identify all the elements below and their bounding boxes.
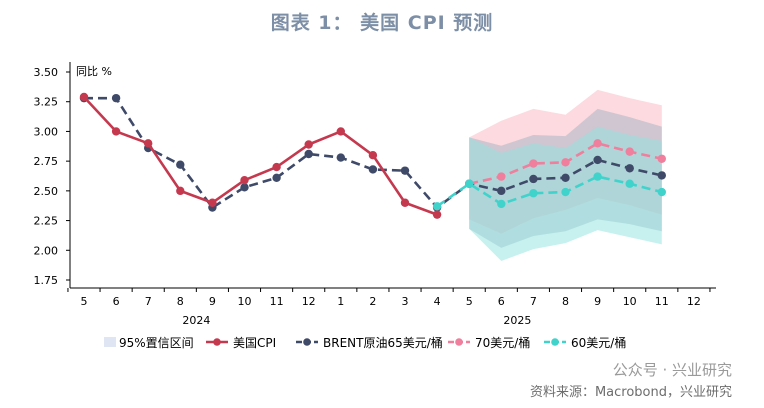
- x-tick-label: 9: [209, 295, 216, 308]
- x-tick-label: 4: [434, 295, 441, 308]
- cpi-line: [83, 96, 438, 216]
- x-tick-label: 1: [337, 295, 344, 308]
- x-tick-label: 6: [498, 295, 505, 308]
- legend: 95%置信区间 美国CPI BRENT原油65美元/桶 70美元/桶 60美元/桶: [104, 335, 626, 350]
- brent70-point: [497, 172, 506, 181]
- cpi-point: [79, 92, 89, 102]
- y-tick-label: 1.75: [34, 274, 59, 287]
- cpi-point: [208, 198, 217, 207]
- year-label: 2024: [182, 314, 210, 327]
- brent70-point: [625, 147, 634, 156]
- source-note: 公众号 · 兴业研究 资料来源：Macrobond，兴业研究: [529, 361, 732, 400]
- brent65-point: [176, 160, 185, 169]
- x-tick-label: 5: [466, 295, 473, 308]
- x-tick-label: 6: [113, 295, 120, 308]
- legend-label: 95%置信区间: [119, 336, 194, 350]
- legend-label: 60美元/桶: [571, 335, 626, 350]
- brent65-point: [625, 164, 634, 173]
- brent65-point: [400, 166, 410, 175]
- brent60-point: [497, 199, 506, 209]
- brent65-point: [657, 171, 666, 180]
- cpi-point: [176, 186, 185, 196]
- brent65-point: [529, 174, 538, 184]
- brent60-point: [657, 187, 666, 197]
- legend-marker: [455, 338, 463, 346]
- x-tick-label: 10: [238, 295, 252, 308]
- y-axis-label: 同比 %: [76, 65, 112, 78]
- y-tick-label: 3.50: [34, 66, 59, 79]
- brent65-point: [304, 149, 313, 159]
- brent65-point: [561, 173, 570, 182]
- x-tick-label: 3: [402, 295, 409, 308]
- chart-title: 图表 1： 美国 CPI 预测: [270, 12, 494, 34]
- cpi-point: [272, 162, 281, 172]
- cpi-point: [144, 139, 153, 148]
- x-tick-label: 9: [594, 295, 601, 308]
- x-tick-label: 7: [145, 295, 152, 308]
- y-tick-label: 2.50: [34, 185, 59, 198]
- y-tick-label: 2.75: [34, 155, 59, 168]
- y-tick-label: 3.25: [34, 96, 59, 109]
- legend-swatch: [104, 337, 116, 347]
- brent70-point: [561, 158, 570, 167]
- y-ticks: 3.50 3.25 3.00 2.75 2.50 2.25 2.00 1.75: [34, 66, 70, 287]
- watermark: 公众号 · 兴业研究: [612, 361, 732, 379]
- x-tick-label: 11: [655, 295, 669, 308]
- y-tick-label: 2.25: [34, 215, 59, 228]
- brent65-point: [336, 153, 345, 162]
- source-text: 资料来源：Macrobond，兴业研究: [529, 385, 732, 400]
- cpi-point: [400, 198, 410, 207]
- brent60-point: [625, 179, 634, 188]
- legend-marker: [551, 338, 559, 346]
- legend-marker: [303, 338, 311, 346]
- series: [79, 92, 666, 219]
- x-tick-label: 8: [177, 295, 184, 308]
- cpi-point: [304, 140, 313, 149]
- x-tick-label: 2: [369, 295, 376, 308]
- legend-label: 70美元/桶: [475, 335, 530, 350]
- x-tick-label: 12: [687, 295, 701, 308]
- brent60-point: [593, 172, 602, 181]
- x-tick-label: 5: [81, 295, 88, 308]
- legend-label: 美国CPI: [233, 336, 276, 350]
- brent65-point: [497, 186, 506, 196]
- y-tick-label: 3.00: [34, 125, 59, 138]
- brent65-point: [272, 173, 281, 182]
- x-tick-label: 8: [562, 295, 569, 308]
- brent70-point: [593, 139, 602, 148]
- legend-marker: [213, 338, 221, 346]
- x-tick-label: 10: [623, 295, 637, 308]
- y-tick-label: 2.00: [34, 244, 59, 257]
- x-tick-label: 11: [270, 295, 284, 308]
- cpi-point: [111, 127, 121, 136]
- year-label: 2025: [503, 314, 531, 327]
- cpi-point: [336, 127, 345, 136]
- cpi-point: [432, 210, 442, 219]
- brent65-point: [593, 155, 602, 165]
- brent65-point: [240, 183, 249, 192]
- legend-label: BRENT原油65美元/桶: [323, 335, 443, 350]
- brent60-line: [436, 175, 663, 208]
- axes: 同比 %: [69, 62, 716, 289]
- brent60-point: [465, 179, 474, 188]
- brent60-point: [529, 189, 538, 198]
- x-tick-label: 12: [302, 295, 316, 308]
- cpi-point: [368, 151, 378, 160]
- brent60-point: [432, 202, 442, 211]
- x-tick-label: 7: [530, 295, 537, 308]
- brent65-point: [111, 93, 121, 103]
- cpi-point: [240, 175, 249, 185]
- brent60-point: [561, 187, 570, 197]
- brent70-point: [657, 154, 666, 163]
- brent65-point: [368, 165, 378, 174]
- brent70-point: [529, 159, 538, 168]
